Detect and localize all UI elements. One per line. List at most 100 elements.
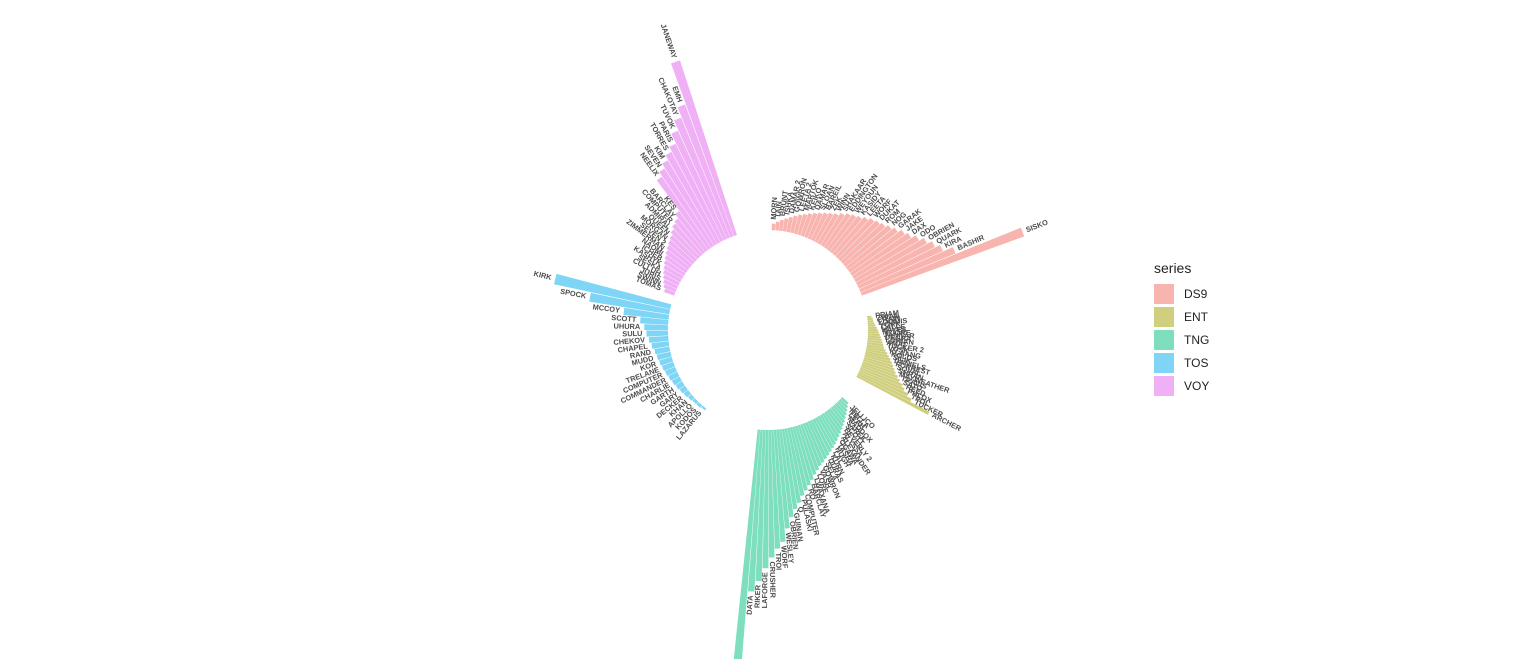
bar-tng-13 (792, 426, 811, 486)
bar-ent-17 (867, 339, 883, 344)
bar-tos-0 (554, 273, 672, 310)
bar-ds9-17 (820, 212, 845, 247)
bar-label-tng-7: WESLEY (784, 532, 796, 564)
bar-tng-6 (773, 429, 786, 542)
bar-tos-10 (659, 356, 674, 366)
bar-ds9-8 (845, 227, 898, 270)
bar-ds9-1 (859, 247, 956, 293)
bar-voy-2 (674, 117, 731, 239)
bar-label-tng-1: DATA (745, 594, 755, 615)
bar-tos-3 (640, 317, 669, 325)
bar-label-ent-21: MOORE (883, 328, 911, 338)
bar-label-ent-15: VOSK (887, 343, 910, 355)
legend-key-ds9 (1154, 283, 1174, 304)
bar-ds9-6 (850, 232, 912, 276)
bar-tos-21 (701, 405, 707, 411)
bar-tng-26 (824, 411, 842, 435)
legend-item-tng: TNG (1154, 328, 1209, 351)
bar-ent-20 (867, 333, 880, 337)
bar-tng-3 (762, 429, 769, 569)
bar-tng-30 (832, 404, 847, 420)
bar-tng-0 (733, 429, 761, 659)
bar-ds9-18 (817, 213, 839, 245)
bar-label-tos-0: KIRK (533, 269, 553, 282)
bar-label-tng-6: WORF (779, 545, 790, 569)
bar-label-tng-10: Q (796, 506, 806, 513)
bar-voy-1 (677, 104, 734, 238)
bar-ent-26 (867, 319, 874, 323)
bar-ds9-22 (804, 212, 818, 239)
bar-ds9-21 (807, 212, 823, 240)
bar-ent-1 (857, 373, 912, 402)
bar-label-tng-9: GUINAN (792, 512, 805, 542)
bar-tng-10 (784, 428, 802, 504)
legend: series DS9 ENT TNG TOS VOY (1154, 260, 1209, 397)
bar-tos-2 (623, 307, 670, 320)
bar-tng-32 (836, 400, 848, 413)
bar-tng-34 (840, 396, 849, 405)
bar-tos-6 (648, 335, 669, 343)
bar-ent-18 (867, 337, 882, 342)
bar-ds9-13 (832, 216, 868, 257)
bar-tng-27 (826, 409, 843, 431)
bar-tng-29 (830, 406, 846, 424)
bar-label-tos-6: CHEKOV (613, 335, 645, 347)
legend-item-ds9: DS9 (1154, 282, 1209, 305)
bar-voy-4 (669, 143, 724, 242)
bar-tng-17 (802, 422, 822, 467)
bar-ent-15 (866, 344, 885, 350)
bar-label-tos-5: SULU (622, 329, 642, 339)
bar-tng-31 (834, 402, 847, 416)
legend-label-tng: TNG (1184, 332, 1210, 347)
bar-label-tos-7: CHAPEL (617, 341, 649, 354)
bar-tng-15 (797, 424, 817, 476)
bar-ds9-2 (857, 245, 943, 289)
bar-voy-9 (675, 211, 709, 252)
bar-tng-22 (814, 417, 835, 449)
bar-label-tos-3: SCOTT (611, 313, 637, 324)
bar-voy-15 (666, 245, 693, 268)
bar-ds9-10 (840, 222, 886, 264)
bar-tos-16 (679, 385, 688, 394)
bar-ds9-0 (860, 227, 1025, 296)
bar-label-ent-22: HAYES (882, 325, 907, 334)
bar-voy-3 (671, 130, 727, 241)
bar-tng-21 (812, 418, 832, 453)
bar-ent-13 (865, 348, 888, 355)
legend-item-tos: TOS (1154, 351, 1209, 374)
bar-ds9-20 (810, 212, 828, 242)
bar-ent-6 (861, 363, 899, 379)
bar-tos-20 (696, 401, 703, 408)
bar-label-ds9-0: SISKO (1024, 217, 1049, 234)
bar-label-tng-8: OBRIEN (788, 520, 800, 550)
bar-label-tos-4: UHURA (614, 321, 642, 331)
bar-tng-14 (794, 425, 814, 481)
bar-voy-19 (663, 264, 684, 280)
bar-ent-5 (860, 365, 901, 383)
bar-voy-5 (665, 151, 721, 244)
bar-tos-5 (646, 330, 669, 337)
bar-tng-19 (807, 420, 828, 460)
bar-ds9-9 (843, 225, 892, 267)
bar-tos-12 (665, 366, 677, 376)
bar-tos-13 (668, 371, 680, 381)
bar-ds9-26 (790, 215, 798, 234)
bar-tos-8 (654, 346, 671, 355)
legend-label-ent: ENT (1184, 309, 1208, 324)
bar-ds9-15 (826, 214, 857, 252)
bar-voy-18 (663, 259, 686, 277)
bar-tos-14 (671, 376, 682, 386)
bar-voy-21 (662, 274, 680, 286)
bar-voy-20 (662, 269, 682, 283)
bar-voy-23 (663, 283, 677, 293)
bar-voy-17 (664, 254, 688, 274)
bar-tng-20 (810, 419, 830, 456)
bar-voy-12 (670, 229, 700, 260)
bar-voy-8 (656, 176, 712, 250)
bar-ent-14 (866, 346, 886, 352)
bar-tos-7 (651, 341, 670, 349)
bar-label-ent-12: SILIK (892, 353, 913, 366)
legend-item-voy: VOY (1154, 374, 1209, 397)
bar-tos-9 (656, 351, 672, 361)
